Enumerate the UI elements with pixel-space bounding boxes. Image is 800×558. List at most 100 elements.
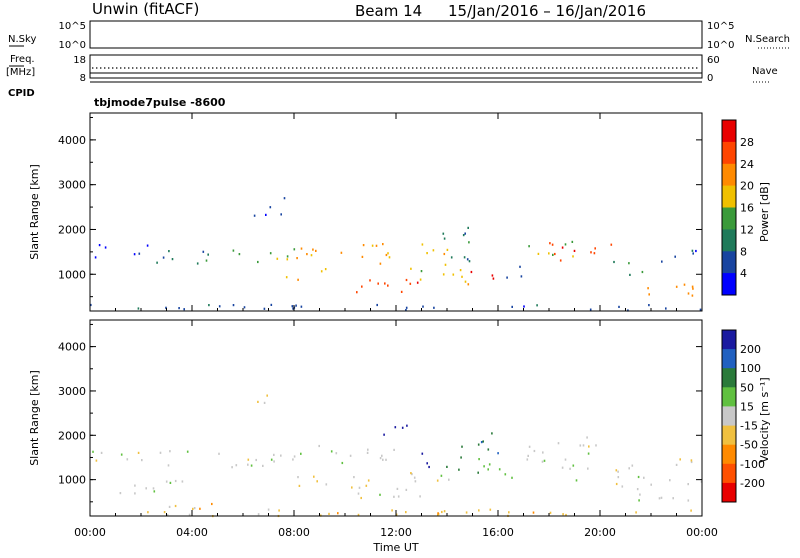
data-cell <box>464 280 467 283</box>
cpid-value: tbjmode7pulse -8600 <box>94 96 226 109</box>
data-cell <box>165 306 167 309</box>
data-cell <box>487 448 490 451</box>
data-cell <box>508 511 510 514</box>
data-cell <box>523 305 525 308</box>
colorbar-segment <box>722 141 736 165</box>
data-cell <box>477 471 479 474</box>
data-cell <box>100 451 103 454</box>
data-cell <box>367 479 370 482</box>
data-cell <box>458 468 460 471</box>
colorbar-tick-label: 28 <box>740 136 754 149</box>
data-cell <box>532 511 535 514</box>
data-cell <box>163 511 166 514</box>
data-cell <box>690 460 693 464</box>
data-cell <box>92 450 94 453</box>
power-y-axis: 1000 2000 3000 4000 <box>58 116 702 298</box>
data-cell <box>593 252 596 255</box>
data-cell <box>94 256 97 259</box>
data-cell <box>641 270 644 274</box>
data-cell <box>371 244 374 247</box>
data-cell <box>571 240 574 243</box>
data-cell <box>441 510 443 514</box>
data-cell <box>463 256 466 259</box>
data-cell <box>168 505 171 508</box>
colorbar-segment <box>722 349 736 369</box>
data-cell <box>273 453 275 456</box>
data-cell <box>498 468 501 471</box>
data-cell <box>340 251 343 254</box>
freq-label-line2: [MHz] <box>6 67 35 78</box>
data-cell <box>262 464 264 467</box>
data-cell <box>297 476 299 479</box>
data-cell <box>385 253 388 257</box>
data-cell <box>324 268 327 271</box>
data-cell <box>358 486 361 489</box>
data-cell <box>572 464 575 467</box>
data-cell <box>569 467 571 470</box>
data-cell <box>595 444 597 447</box>
data-cell <box>391 509 393 512</box>
data-cell <box>487 468 489 471</box>
data-cell <box>291 305 294 308</box>
colorbar-segment <box>722 482 736 503</box>
data-cell <box>661 260 663 263</box>
data-cell <box>95 459 98 462</box>
data-cell <box>511 305 513 308</box>
data-cell <box>691 294 694 297</box>
data-cell <box>295 304 297 307</box>
data-cell <box>298 484 301 487</box>
colorbar-tick-label: 15 <box>740 400 754 413</box>
data-cell <box>464 232 466 235</box>
data-cell <box>410 472 412 475</box>
data-cell <box>362 244 365 247</box>
nsky-tick-bottom: 10^0 <box>59 40 86 51</box>
data-cell <box>497 452 499 455</box>
data-cell <box>443 237 446 240</box>
data-cell <box>153 490 156 493</box>
velocity-y-axis: 1000 2000 3000 4000 <box>58 323 702 503</box>
y-tick-label: 4000 <box>58 134 86 147</box>
data-cell <box>460 456 462 459</box>
data-cell <box>387 252 389 255</box>
y-tick-label: 2000 <box>58 223 86 236</box>
colorbar-tick-label: 8 <box>740 245 747 258</box>
data-cell <box>478 509 480 512</box>
colorbar-segment <box>722 163 736 187</box>
data-cell <box>257 513 260 516</box>
data-cell <box>542 451 544 454</box>
data-cell <box>639 493 641 496</box>
data-cell <box>442 232 445 235</box>
data-cell <box>134 492 136 495</box>
data-cell <box>280 213 282 216</box>
colorbar-segment <box>722 273 736 296</box>
data-cell <box>450 256 453 259</box>
data-cell <box>647 287 649 290</box>
data-cell <box>146 244 149 247</box>
data-cell <box>442 273 445 276</box>
nave-tick-top: 60 <box>707 55 720 66</box>
data-cell <box>413 476 416 479</box>
x-tick-label: 08:00 <box>278 526 310 539</box>
data-cell <box>506 276 508 279</box>
station-title: Unwin (fitACF) <box>92 0 199 18</box>
data-cell <box>98 244 101 247</box>
data-cell <box>629 273 631 276</box>
data-cell <box>665 307 667 310</box>
data-cell <box>492 277 495 280</box>
data-cell <box>420 270 423 273</box>
data-cell <box>461 445 463 448</box>
data-cell <box>165 480 168 483</box>
data-cell <box>669 479 671 482</box>
data-cell <box>422 305 424 308</box>
x-tick-label: 20:00 <box>584 526 616 539</box>
colorbar-segment <box>722 330 736 350</box>
data-cell <box>648 293 650 296</box>
nsky-right-tick-top: 10^5 <box>707 21 734 32</box>
data-cell <box>543 459 546 462</box>
data-cell <box>394 426 397 429</box>
data-cell <box>367 448 369 451</box>
data-cell <box>478 458 480 461</box>
colorbar-segment <box>722 368 736 388</box>
data-cell <box>393 495 395 498</box>
data-cell <box>328 512 330 515</box>
